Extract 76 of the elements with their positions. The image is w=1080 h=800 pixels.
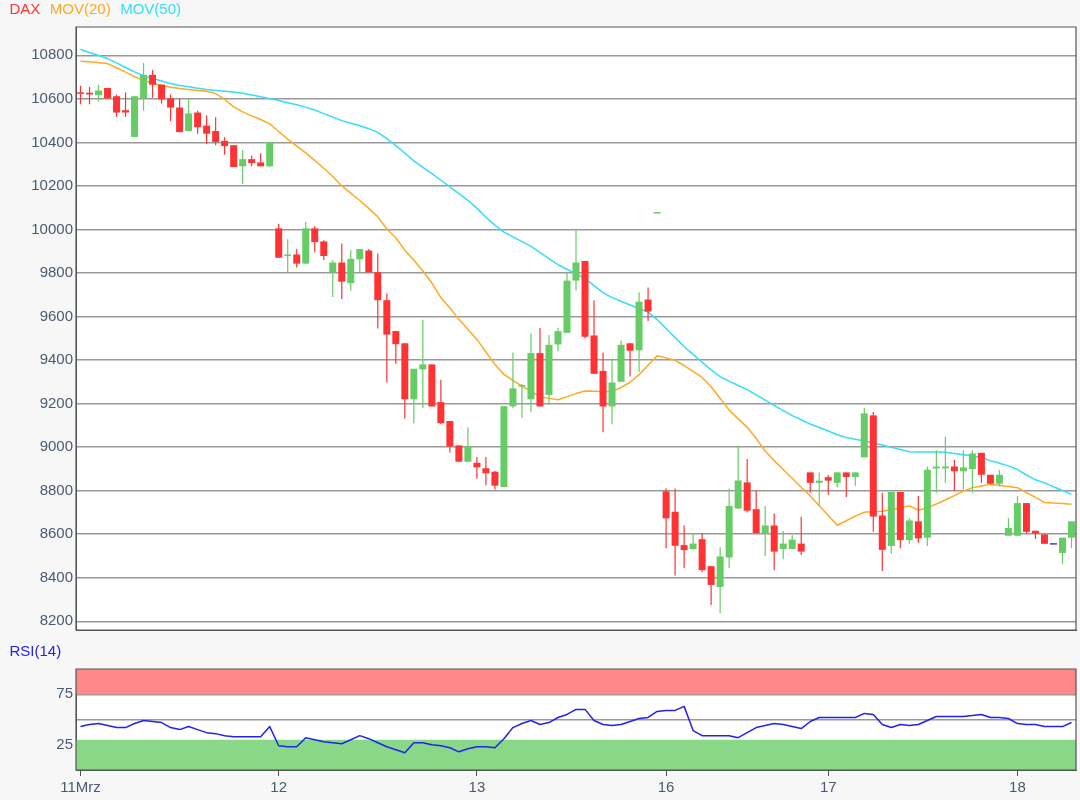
candlestick [977,452,985,484]
candlestick [761,505,769,557]
text: RSI(14) [9,641,62,659]
candlestick [842,471,850,498]
candlestick [122,91,130,118]
candlestick [230,144,238,168]
candlestick [356,248,364,274]
y-tick-label: 10200 [31,176,73,194]
candlestick [509,351,517,409]
candlestick [959,449,967,490]
candlestick [1067,520,1075,549]
candlestick [752,490,760,534]
candlestick [239,149,247,185]
y-tick-label: 25 [56,734,73,752]
candlestick [311,225,319,253]
candlestick [626,342,634,377]
text: DAX [9,0,41,17]
y-tick-label: 8800 [39,480,73,498]
candlestick [284,238,292,273]
x-tick-label: 13 [468,778,486,796]
x-tick-label: 11Mrz [60,778,101,796]
y-tick-label: 9400 [39,350,73,368]
candlestick [689,532,697,551]
candlestick [797,516,805,556]
y-tick-label: 8600 [39,524,73,542]
y-tick-label: 75 [56,684,73,702]
candlestick [329,259,337,298]
candlestick [464,426,472,463]
x-tick-label: 18 [1009,778,1026,796]
candlestick [437,379,445,425]
candlestick [185,98,193,132]
y-tick-label: 8200 [39,611,73,629]
candlestick [824,474,832,496]
candlestick [707,565,715,606]
text: MOV(20) [49,0,111,17]
candlestick [572,228,580,291]
x-tick-label: 17 [819,778,837,796]
candlestick [554,327,562,352]
candlestick [644,286,652,322]
candlestick [212,116,220,146]
candlestick [518,383,526,419]
candlestick [203,115,211,145]
candlestick [140,62,148,112]
y-tick-label: 9200 [39,393,73,411]
candlestick [194,110,202,135]
y-tick-label: 10400 [31,132,73,150]
candlestick [320,239,328,261]
candlestick [806,471,814,494]
candlestick [293,248,301,269]
candlestick [482,456,490,486]
candlestick [1058,537,1066,565]
y-tick-label: 10000 [31,219,73,237]
candlestick [779,530,787,560]
candlestick [815,471,823,507]
candlestick [419,319,427,409]
y-tick-label: 8400 [39,567,73,585]
candlestick [905,517,913,545]
y-tick-label: 9000 [39,437,73,455]
y-tick-label: 9800 [39,263,73,281]
x-tick-label: 16 [657,778,675,796]
candlestick [608,358,616,425]
candlestick [149,69,157,99]
x-tick-label: 12 [270,778,288,796]
y-tick-label: 10600 [31,88,73,106]
text: MOV(50) [120,0,182,17]
y-tick-label: 10800 [31,45,73,63]
candlestick [167,93,175,122]
candlestick [680,524,688,569]
candlestick [113,93,121,118]
candlestick [392,330,400,365]
candlestick [968,449,976,494]
y-tick-label: 9600 [39,306,73,324]
candlestick [914,495,922,544]
candlestick [491,470,499,491]
candlestick [77,85,85,105]
candlestick [338,243,346,300]
